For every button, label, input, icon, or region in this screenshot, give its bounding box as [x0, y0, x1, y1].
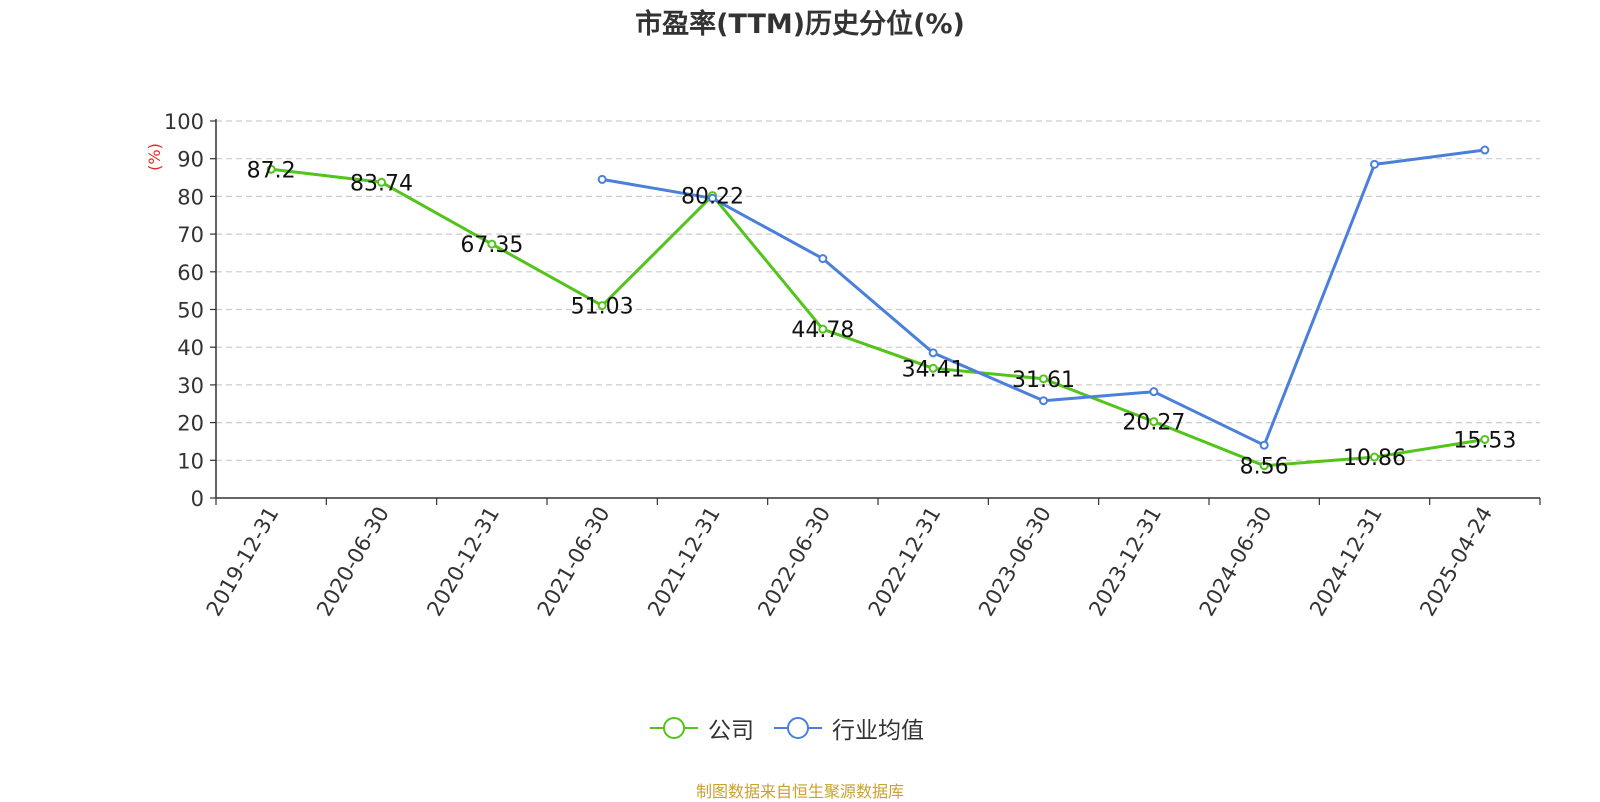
series-line: [271, 167, 1486, 468]
y-tick-label: 30: [177, 374, 204, 398]
data-label: 10.86: [1343, 446, 1406, 471]
y-tick-label: 40: [177, 336, 204, 360]
x-tick-label: 2020-12-31: [422, 503, 504, 621]
y-axis-label: (%): [145, 143, 164, 171]
grid-lines: [216, 120, 1540, 461]
data-label: 20.27: [1122, 411, 1185, 436]
data-point: [928, 363, 938, 373]
data-point: [818, 324, 828, 334]
y-tick-label: 50: [177, 299, 204, 323]
y-tick-label: 100: [164, 110, 204, 134]
legend-item-company[interactable]: 公司: [650, 711, 754, 745]
data-point: [1370, 452, 1379, 462]
x-tick-label: 2023-12-31: [1084, 503, 1166, 621]
source-note: 制图数据来自恒生聚源数据库: [695, 782, 904, 801]
x-tick-label: 2024-06-30: [1195, 503, 1277, 621]
legend-line-circle-icon: [650, 717, 698, 739]
y-tick-label: 0: [191, 487, 204, 511]
x-tick-label: 2023-06-30: [974, 503, 1056, 621]
y-tick-label: 10: [177, 449, 204, 473]
data-point: [1039, 374, 1048, 384]
data-label: 15.53: [1453, 428, 1516, 453]
data-point: [1259, 440, 1269, 450]
data-point: [597, 301, 607, 311]
legend-label-company: 公司: [708, 718, 754, 744]
data-point: [1259, 461, 1269, 471]
y-tick-label: 70: [177, 223, 204, 247]
y-tick-label: 60: [177, 261, 204, 285]
data-point: [597, 174, 607, 184]
data-label: 31.61: [1012, 368, 1075, 393]
x-axis: 2019-12-31 2020-06-30 2020-12-31 2021-06-30…: [202, 497, 1541, 621]
data-label: 51.03: [571, 295, 634, 320]
legend-item-industry-average[interactable]: 行业均值: [774, 711, 924, 745]
data-label: 44.78: [791, 318, 854, 343]
x-tick-label: 2021-06-30: [533, 503, 615, 621]
legend-label-industry-average: 行业均值: [832, 718, 924, 744]
y-tick-label: 80: [177, 185, 204, 209]
legend-line-circle-icon: [774, 717, 822, 739]
data-point: [818, 254, 828, 264]
data-label: 80.22: [681, 185, 744, 210]
data-label: 87.2: [247, 158, 296, 183]
data-point: [1370, 159, 1379, 169]
series-group: [266, 145, 1490, 471]
data-label: 8.56: [1240, 455, 1289, 480]
data-point: [708, 193, 717, 203]
data-labels: 87.2 83.74 67.35 51.03 80.22 44.78 34.41 31.61 2…: [247, 158, 1517, 479]
data-label: 67.35: [460, 233, 523, 258]
x-tick-label: 2021-12-31: [643, 503, 725, 621]
y-tick-label: 20: [177, 412, 204, 436]
y-tick-label: 90: [177, 148, 204, 172]
y-axis: 0 10 20 30 40 50 60 70 80 90 100: [164, 110, 217, 511]
data-point: [1480, 434, 1490, 444]
data-point: [1480, 145, 1490, 155]
x-tick-label: 2022-06-30: [753, 503, 835, 621]
x-tick-label: 2022-12-31: [864, 503, 946, 621]
data-label: 83.74: [350, 171, 413, 196]
data-point: [928, 348, 938, 358]
data-label: 34.41: [902, 357, 965, 382]
data-point: [1039, 396, 1048, 406]
data-point: [266, 164, 276, 174]
x-tick-label: 2020-06-30: [312, 503, 394, 621]
data-point: [377, 177, 386, 187]
chart-title: 市盈率(TTM)历史分位(%): [635, 9, 965, 40]
x-tick-label: 2025-04-24: [1415, 503, 1497, 621]
legend: 公司 行业均值: [650, 712, 944, 744]
data-point: [487, 239, 497, 249]
data-point: [1149, 417, 1159, 427]
x-tick-label: 2024-12-31: [1305, 503, 1387, 621]
data-point: [1149, 387, 1159, 397]
x-tick-label: 2019-12-31: [202, 503, 284, 621]
